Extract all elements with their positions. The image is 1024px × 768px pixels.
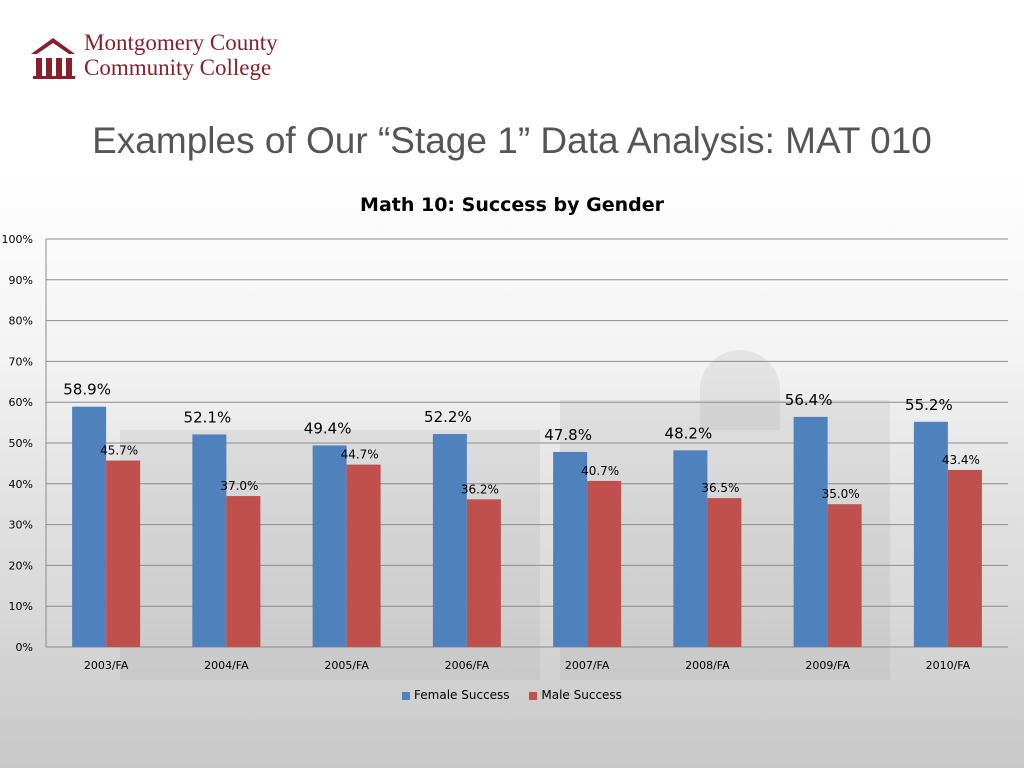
female-data-label: 52.2% — [424, 408, 472, 426]
legend-swatch-male — [529, 691, 538, 700]
chart-legend: Female Success Male Success — [0, 688, 1024, 702]
legend-item-female: Female Success — [402, 688, 510, 702]
legend-label-female: Female Success — [414, 688, 510, 702]
y-tick-label: 80% — [9, 315, 33, 328]
male-success-bar — [707, 498, 742, 647]
legend-item-male: Male Success — [529, 688, 622, 702]
female-success-bar — [192, 434, 227, 647]
college-name-line2: Community College — [84, 55, 272, 80]
male-data-label: 45.7% — [100, 444, 138, 458]
female-success-bar — [673, 450, 708, 647]
female-success-bar — [913, 421, 948, 647]
y-tick-label: 0% — [16, 641, 33, 654]
female-success-bar — [432, 434, 467, 647]
male-data-label: 35.0% — [822, 487, 860, 501]
y-tick-label: 50% — [9, 437, 33, 450]
female-data-label: 55.2% — [905, 396, 953, 414]
female-success-bar — [312, 445, 347, 647]
female-success-bar — [793, 416, 828, 647]
legend-label-male: Male Success — [541, 688, 622, 702]
male-success-bar — [827, 504, 862, 647]
x-tick-label: 2009/FA — [805, 659, 850, 672]
female-success-bar — [72, 406, 107, 647]
x-tick-label: 2010/FA — [926, 659, 971, 672]
female-data-label: 52.1% — [184, 408, 232, 426]
y-tick-label: 70% — [9, 355, 33, 368]
college-name: Montgomery County Community College — [84, 30, 278, 80]
male-success-bar — [947, 469, 982, 647]
college-building-logo-icon — [28, 32, 78, 85]
chart-title: Math 10: Success by Gender — [360, 194, 664, 216]
college-logo[interactable]: Montgomery County Community College — [28, 30, 328, 86]
female-success-bar — [553, 451, 588, 647]
x-tick-label: 2008/FA — [685, 659, 730, 672]
x-tick-label: 2005/FA — [324, 659, 369, 672]
x-tick-label: 2007/FA — [565, 659, 610, 672]
male-success-bar — [346, 464, 381, 647]
male-data-label: 40.7% — [581, 464, 619, 478]
female-data-label: 56.4% — [785, 391, 833, 409]
y-tick-label: 10% — [9, 600, 33, 613]
x-tick-label: 2006/FA — [445, 659, 490, 672]
y-tick-label: 30% — [9, 519, 33, 532]
x-tick-label: 2004/FA — [204, 659, 249, 672]
male-success-bar — [466, 499, 501, 647]
male-data-label: 43.4% — [942, 453, 980, 467]
slide-title: Examples of Our “Stage 1” Data Analysis:… — [92, 120, 932, 161]
male-success-bar — [587, 480, 622, 647]
y-tick-label: 40% — [9, 478, 33, 491]
male-data-label: 44.7% — [341, 448, 379, 462]
female-data-label: 48.2% — [665, 424, 713, 442]
y-tick-label: 100% — [2, 233, 33, 246]
male-data-label: 36.2% — [461, 482, 499, 496]
male-data-label: 36.5% — [701, 481, 739, 495]
female-data-label: 49.4% — [304, 419, 352, 437]
y-tick-label: 20% — [9, 559, 33, 572]
college-name-line1: Montgomery County — [84, 30, 278, 55]
male-success-bar — [106, 460, 141, 647]
female-data-label: 47.8% — [544, 426, 592, 444]
male-data-label: 37.0% — [220, 479, 258, 493]
y-tick-label: 90% — [9, 274, 33, 287]
y-tick-label: 60% — [9, 396, 33, 409]
legend-swatch-female — [402, 691, 411, 700]
male-success-bar — [226, 496, 261, 647]
female-data-label: 58.9% — [63, 381, 111, 399]
x-tick-label: 2003/FA — [84, 659, 129, 672]
